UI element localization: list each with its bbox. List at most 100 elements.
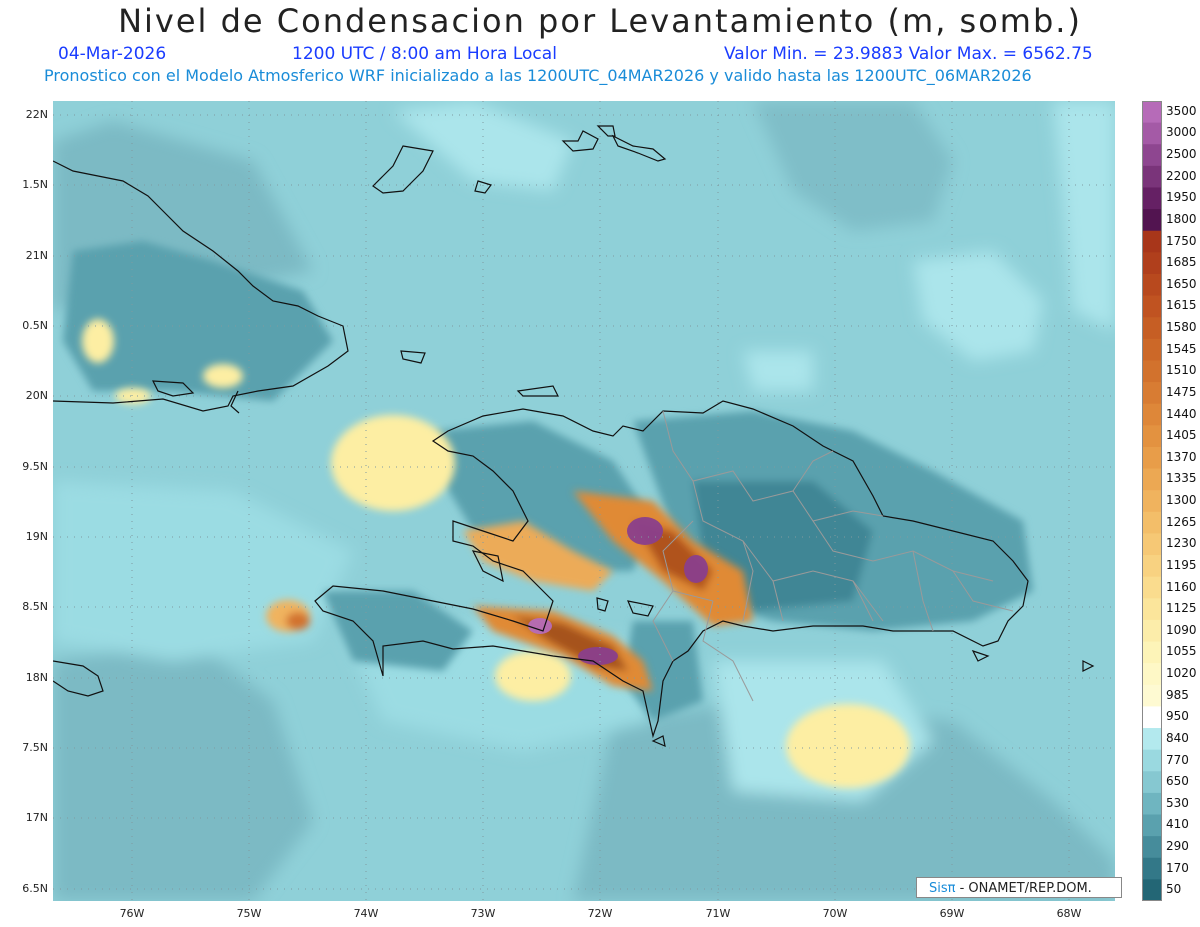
graticule — [53, 101, 1115, 901]
lat-label: 19N — [25, 530, 48, 543]
colorbar-swatch — [1142, 403, 1162, 426]
colorbar-label: 1650 — [1166, 276, 1197, 291]
lon-label: 70W — [822, 907, 848, 920]
colorbar-label: 1195 — [1166, 557, 1197, 572]
lat-label: 8.5N — [22, 600, 48, 613]
colorbar-swatch — [1142, 879, 1162, 901]
colorbar-label: 3000 — [1166, 125, 1197, 140]
colorbar-label: 1580 — [1166, 320, 1197, 334]
colorbar-swatch — [1142, 641, 1162, 664]
colorbar-label: 1090 — [1166, 622, 1197, 637]
colorbar-swatch — [1142, 382, 1162, 405]
credit-box: Sisπ - ONAMET/REP.DOM. — [916, 877, 1122, 898]
colorbar-swatch — [1142, 122, 1162, 145]
forecast-date: 04-Mar-2026 — [58, 44, 167, 64]
credit-suffix: - ONAMET/REP.DOM. — [955, 881, 1092, 896]
colorbar-swatch — [1142, 555, 1162, 578]
colorbar-swatch — [1142, 771, 1162, 794]
colorbar-swatch — [1142, 252, 1162, 275]
colorbar-swatch — [1142, 360, 1162, 383]
lon-label: 72W — [587, 907, 613, 920]
colorbar-label: 290 — [1166, 838, 1189, 853]
lcl-dry-patches — [82, 319, 910, 788]
lat-label: 6.5N — [22, 882, 48, 895]
lon-label: 76W — [119, 907, 145, 920]
map-title: Nivel de Condensacion por Levantamiento … — [118, 2, 1082, 40]
colorbar-swatch — [1142, 728, 1162, 751]
colorbar-label: 950 — [1166, 709, 1189, 724]
colorbar-label: 1230 — [1166, 536, 1197, 551]
lat-label: 21N — [25, 249, 48, 262]
colorbar-label: 410 — [1166, 817, 1189, 832]
lon-label: 68W — [1056, 907, 1082, 920]
colorbar — [1142, 101, 1162, 901]
colorbar-swatch — [1142, 338, 1162, 361]
lon-label: 73W — [470, 907, 496, 920]
colorbar-label: 1055 — [1166, 644, 1197, 659]
colorbar-label: 1020 — [1166, 666, 1197, 680]
colorbar-label: 985 — [1166, 687, 1189, 702]
lat-label: 22N — [25, 108, 48, 121]
colorbar-swatch — [1142, 684, 1162, 707]
colorbar-label: 650 — [1166, 774, 1189, 789]
colorbar-label: 770 — [1166, 752, 1189, 767]
colorbar-label: 1950 — [1166, 190, 1197, 205]
colorbar-label: 530 — [1166, 795, 1189, 810]
colorbar-swatch — [1142, 230, 1162, 253]
forecast-time: 1200 UTC / 8:00 am Hora Local — [292, 44, 557, 64]
colorbar-swatch — [1142, 598, 1162, 621]
colorbar-label: 1510 — [1166, 363, 1197, 378]
lon-label: 71W — [705, 907, 731, 920]
colorbar-label: 1750 — [1166, 233, 1197, 248]
colorbar-swatch — [1142, 490, 1162, 513]
colorbar-swatch — [1142, 165, 1162, 188]
colorbar-swatch — [1142, 533, 1162, 556]
lon-label: 75W — [236, 907, 262, 920]
colorbar-swatch — [1142, 144, 1162, 167]
lat-label: 20N — [25, 389, 48, 402]
colorbar-label: 2500 — [1166, 147, 1197, 162]
colorbar-swatch — [1142, 792, 1162, 816]
lon-label: 74W — [353, 907, 379, 920]
colorbar-label: 3500 — [1166, 103, 1197, 118]
colorbar-swatch — [1142, 706, 1162, 729]
colorbar-label: 1370 — [1166, 449, 1197, 464]
province-borders — [652, 410, 1014, 702]
colorbar-swatch — [1142, 273, 1162, 297]
colorbar-label: 50 — [1166, 882, 1182, 897]
colorbar-label: 840 — [1166, 730, 1189, 745]
colorbar-label: 1615 — [1166, 298, 1197, 313]
colorbar-label: 1335 — [1166, 471, 1197, 486]
colorbar-swatch — [1142, 295, 1162, 318]
colorbar-swatch — [1142, 576, 1162, 599]
lat-label: 0.5N — [22, 319, 48, 332]
colorbar-swatch — [1142, 749, 1162, 772]
min-max-values: Valor Min. = 23.9883 Valor Max. = 6562.7… — [724, 44, 1093, 64]
colorbar-label: 1800 — [1166, 211, 1197, 226]
colorbar-swatch — [1142, 663, 1162, 686]
colorbar-label: 1545 — [1166, 341, 1197, 356]
model-info: Pronostico con el Modelo Atmosferico WRF… — [44, 66, 1032, 85]
colorbar-swatch — [1142, 511, 1162, 534]
colorbar-label: 1685 — [1166, 255, 1197, 270]
colorbar-label: 1405 — [1166, 428, 1197, 443]
credit-prefix: Sis — [929, 881, 948, 896]
colorbar-swatch — [1142, 468, 1162, 491]
coastlines — [53, 125, 1095, 747]
lcl-map — [53, 101, 1115, 901]
lcl-smooth-field — [53, 101, 1115, 901]
lat-label: 1.5N — [22, 178, 48, 191]
colorbar-label: 1475 — [1166, 384, 1197, 399]
colorbar-label: 1300 — [1166, 493, 1197, 507]
colorbar-label: 1265 — [1166, 514, 1197, 529]
colorbar-swatch — [1142, 425, 1162, 448]
colorbar-swatch — [1142, 187, 1162, 210]
colorbar-label: 2200 — [1166, 168, 1197, 183]
colorbar-swatch — [1142, 857, 1162, 880]
colorbar-swatch — [1142, 619, 1162, 643]
colorbar-swatch — [1142, 836, 1162, 859]
colorbar-swatch — [1142, 317, 1162, 340]
colorbar-label: 170 — [1166, 860, 1189, 875]
pi-symbol: π — [947, 881, 956, 896]
lat-label: 17N — [25, 811, 48, 824]
